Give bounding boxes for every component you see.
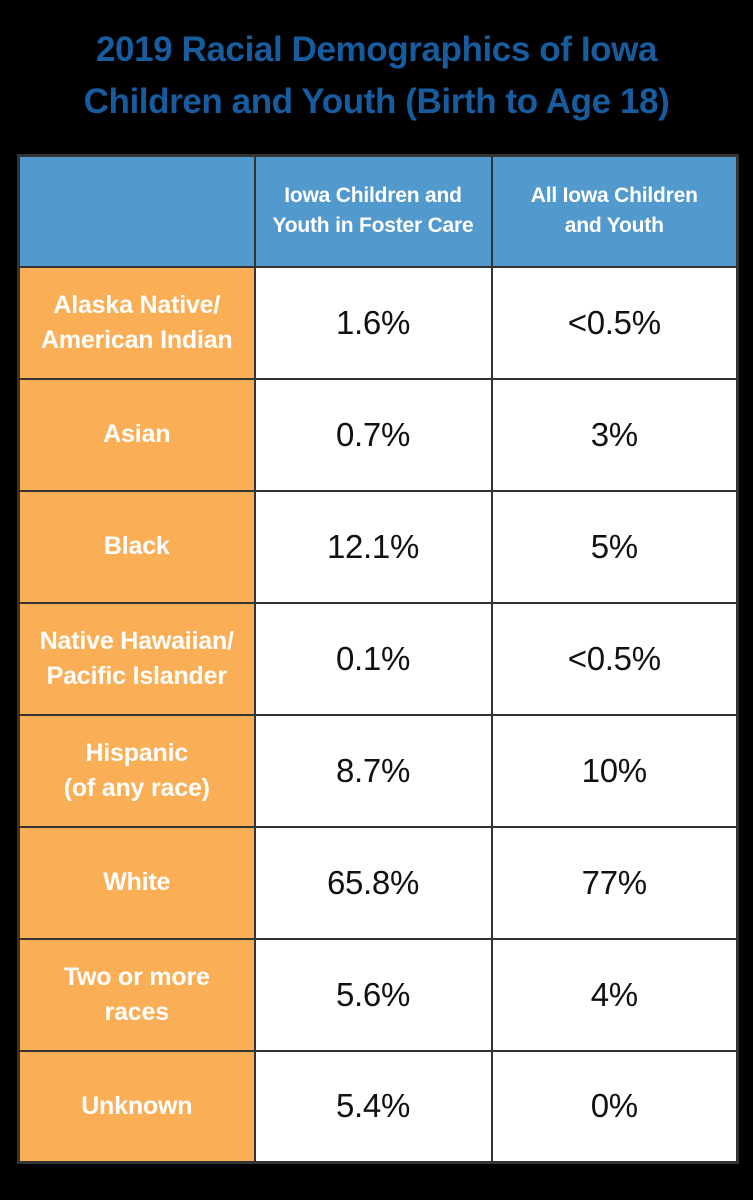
- foster-care-value: 5.4%: [253, 1049, 493, 1164]
- all-iowa-value: 5%: [490, 489, 739, 604]
- table-row: White 65.8% 77%: [17, 825, 739, 940]
- all-iowa-value: 10%: [490, 713, 739, 828]
- all-iowa-value: 77%: [490, 825, 739, 940]
- all-iowa-value: <0.5%: [490, 601, 739, 716]
- all-iowa-value: 4%: [490, 937, 739, 1052]
- page-title: 2019 Racial Demographics of Iowa Childre…: [83, 30, 670, 121]
- table-row: Two or more races 5.6% 4%: [17, 937, 739, 1052]
- row-label: White: [17, 825, 256, 940]
- table-row: Native Hawaiian/ Pacific Islander 0.1% <…: [17, 601, 739, 716]
- table-row: Black 12.1% 5%: [17, 489, 739, 604]
- demographics-table: Iowa Children and Youth in Foster Care A…: [17, 154, 739, 1164]
- row-label: Two or more races: [17, 937, 256, 1052]
- row-label: Asian: [17, 377, 256, 492]
- all-iowa-value: 0%: [490, 1049, 739, 1164]
- row-label: Alaska Native/ American Indian: [17, 265, 256, 380]
- foster-care-value: 8.7%: [253, 713, 493, 828]
- row-label: Hispanic (of any race): [17, 713, 256, 828]
- table-row: Alaska Native/ American Indian 1.6% <0.5…: [17, 265, 739, 380]
- foster-care-value: 1.6%: [253, 265, 493, 380]
- table-row: Hispanic (of any race) 8.7% 10%: [17, 713, 739, 828]
- table-header: Iowa Children and Youth in Foster Care A…: [17, 154, 739, 268]
- table-body: Alaska Native/ American Indian 1.6% <0.5…: [17, 265, 739, 1164]
- col-header-foster-care: Iowa Children and Youth in Foster Care: [253, 154, 493, 268]
- foster-care-value: 0.1%: [253, 601, 493, 716]
- corner-cell: [17, 154, 256, 268]
- row-label: Black: [17, 489, 256, 604]
- header-row: Iowa Children and Youth in Foster Care A…: [17, 154, 739, 268]
- all-iowa-value: 3%: [490, 377, 739, 492]
- row-label: Native Hawaiian/ Pacific Islander: [17, 601, 256, 716]
- row-label: Unknown: [17, 1049, 256, 1164]
- foster-care-value: 65.8%: [253, 825, 493, 940]
- table-row: Asian 0.7% 3%: [17, 377, 739, 492]
- foster-care-value: 0.7%: [253, 377, 493, 492]
- col-header-all-iowa: All Iowa Children and Youth: [490, 154, 739, 268]
- foster-care-value: 5.6%: [253, 937, 493, 1052]
- table-row: Unknown 5.4% 0%: [17, 1049, 739, 1164]
- foster-care-value: 12.1%: [253, 489, 493, 604]
- all-iowa-value: <0.5%: [490, 265, 739, 380]
